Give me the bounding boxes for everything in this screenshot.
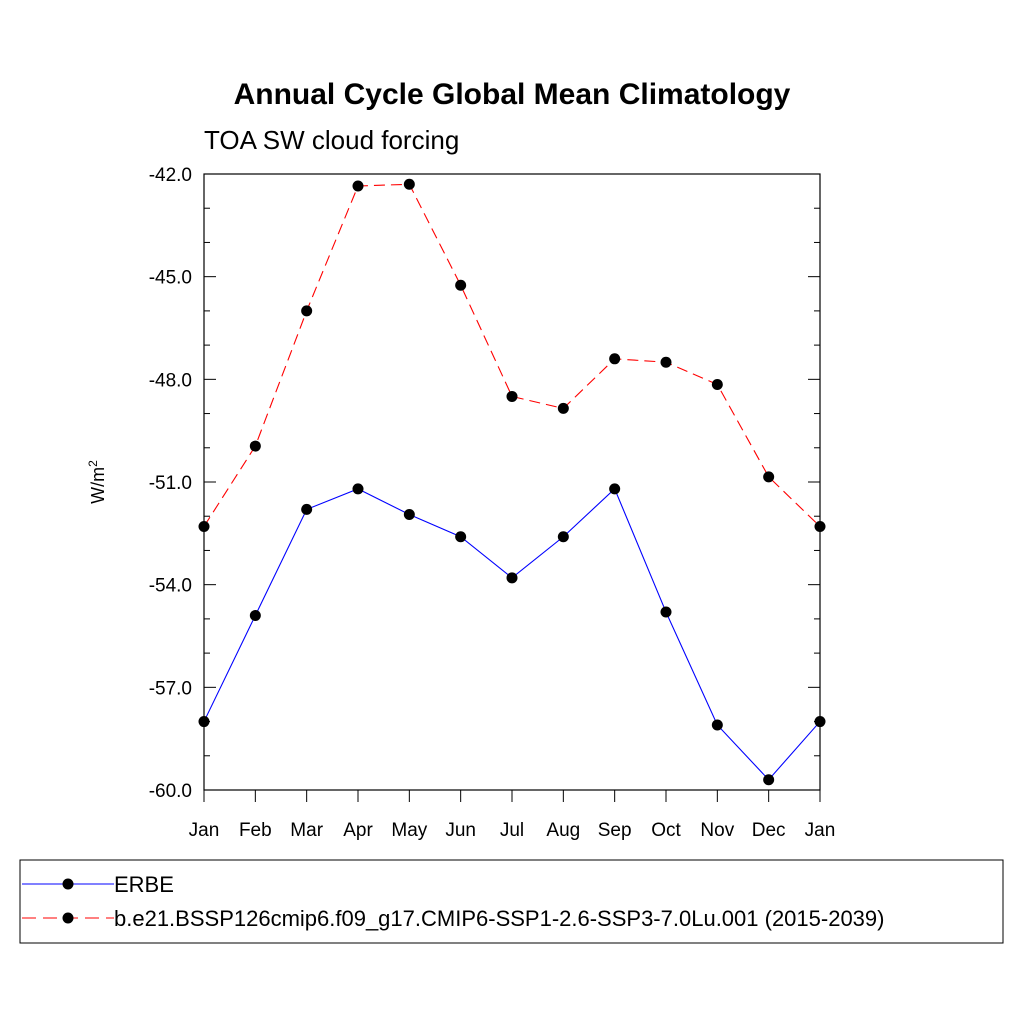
x-tick-label: Feb [239, 820, 272, 841]
data-point [506, 572, 518, 584]
data-point [403, 509, 415, 521]
data-point [352, 180, 364, 192]
legend-item-2: b.e21.BSSP126cmip6.f09_g17.CMIP6-SSP1-2.… [22, 906, 884, 931]
data-point [198, 716, 210, 728]
x-tick-label: Jul [500, 820, 524, 841]
y-tick-label: -54.0 [149, 576, 192, 597]
y-tick-label: -57.0 [149, 678, 192, 699]
legend-label: b.e21.BSSP126cmip6.f09_g17.CMIP6-SSP1-2.… [114, 906, 884, 931]
x-tick-label: Jan [189, 820, 220, 841]
y-tick-label: -48.0 [149, 370, 192, 391]
x-tick-label: Aug [546, 820, 580, 841]
data-point [609, 483, 621, 495]
data-point [352, 483, 364, 495]
x-tick-label: Nov [700, 820, 734, 841]
data-point [763, 774, 775, 786]
legend-box [19, 859, 1004, 944]
data-point [660, 606, 672, 618]
data-point [711, 719, 723, 731]
data-point [609, 353, 621, 365]
chart-subtitle: TOA SW cloud forcing [204, 125, 459, 155]
legend: ERBE b.e21.BSSP126cmip6.f09_g17.CMIP6-SSP… [22, 872, 884, 931]
data-point [301, 305, 313, 317]
legend-label: ERBE [114, 872, 174, 897]
data-point [198, 520, 210, 532]
data-point [660, 356, 672, 368]
chart-title: Annual Cycle Global Mean Climatology [234, 78, 791, 111]
x-tick-label: Dec [752, 820, 786, 841]
axis-ticks [203, 173, 821, 802]
y-tick-label: -42.0 [149, 165, 192, 186]
x-tick-label: Mar [290, 820, 323, 841]
y-tick-labels: -42.0 -45.0 -48.0 -51.0 -54.0 -57.0 -60.0 [149, 165, 192, 802]
y-tick-label: -45.0 [149, 268, 192, 289]
data-point [455, 531, 467, 543]
data-point [506, 390, 518, 402]
data-point [557, 402, 569, 414]
x-tick-label: May [391, 820, 427, 841]
x-tick-label: Oct [651, 820, 681, 841]
y-tick-label: -51.0 [149, 473, 192, 494]
x-tick-label: Sep [598, 820, 632, 841]
data-point [557, 531, 569, 543]
series-line [203, 487, 821, 781]
series-1 [198, 483, 826, 786]
data-point [403, 178, 415, 190]
data-point [249, 440, 261, 452]
data-point [249, 609, 261, 621]
x-tick-label: Jun [445, 820, 476, 841]
data-point [763, 471, 775, 483]
x-tick-label: Jan [805, 820, 836, 841]
legend-marker [62, 878, 74, 890]
data-point [455, 279, 467, 291]
plot-frame [203, 173, 821, 791]
series-line [203, 183, 821, 527]
legend-item-1: ERBE [22, 872, 174, 897]
series-2 [198, 178, 826, 532]
y-axis-label: W/m2 [86, 460, 108, 504]
data-point [301, 503, 313, 515]
data-point [814, 520, 826, 532]
series-layer [198, 178, 826, 786]
y-tick-label: -60.0 [149, 781, 192, 802]
legend-marker [62, 912, 74, 924]
x-tick-labels: Jan Feb Mar Apr May Jun Jul Aug Sep Oct Nov Dec Jan [189, 820, 836, 841]
x-tick-label: Apr [343, 820, 373, 841]
data-point [711, 378, 723, 390]
data-point [814, 716, 826, 728]
